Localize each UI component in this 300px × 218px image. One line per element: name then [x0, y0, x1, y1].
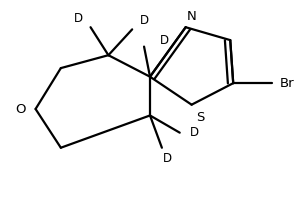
Text: D: D: [160, 34, 170, 47]
Text: D: D: [74, 12, 83, 25]
Text: D: D: [163, 152, 172, 165]
Text: O: O: [16, 102, 26, 116]
Text: N: N: [187, 10, 196, 23]
Text: D: D: [140, 14, 148, 27]
Text: S: S: [196, 111, 205, 124]
Text: D: D: [190, 126, 199, 139]
Text: Br: Br: [279, 77, 294, 90]
